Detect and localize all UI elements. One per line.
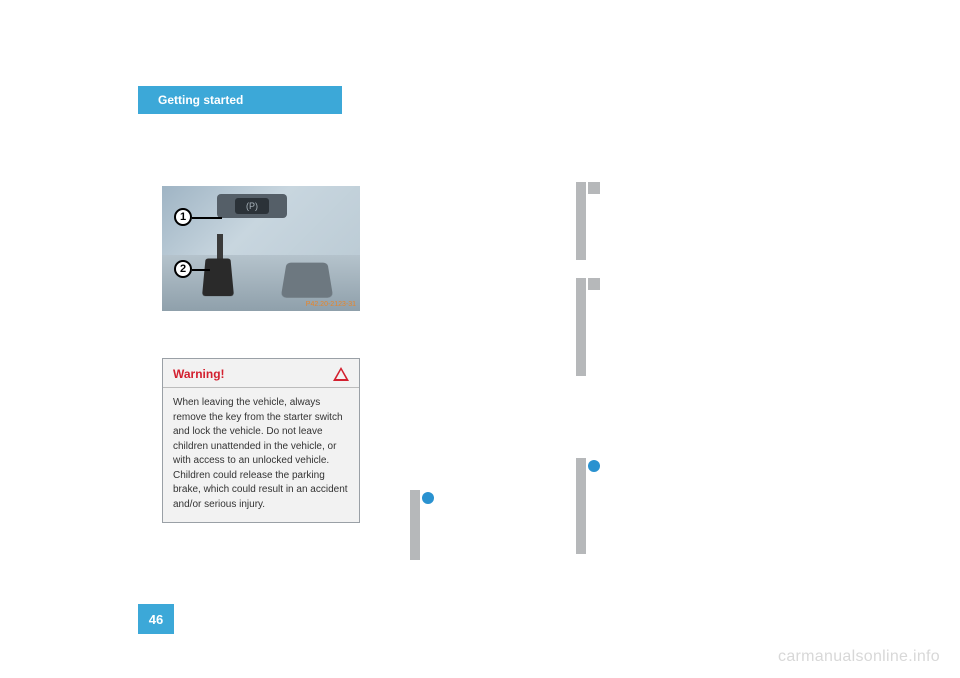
watermark: carmanualsonline.info bbox=[778, 648, 940, 666]
note-bar-col3-2 bbox=[576, 278, 586, 376]
note-box-icon bbox=[588, 182, 600, 194]
photo-stamp: P42.20-2123-31 bbox=[306, 301, 356, 308]
info-dot-icon bbox=[422, 492, 434, 504]
photo-brake-pedal bbox=[202, 258, 234, 296]
section-tab: Getting started bbox=[138, 86, 342, 114]
note-box-icon bbox=[588, 278, 600, 290]
info-dot-icon bbox=[588, 460, 600, 472]
warning-box: Warning! When leaving the vehicle, alway… bbox=[162, 358, 360, 523]
photo-accelerator-pedal bbox=[281, 263, 334, 298]
page-number: 46 bbox=[149, 612, 163, 627]
info-bar-col2 bbox=[410, 490, 420, 560]
page-number-box: 46 bbox=[138, 604, 174, 634]
parking-brake-photo: (P) 1 2 P42.20-2123-31 bbox=[162, 186, 360, 311]
warning-triangle-icon bbox=[333, 367, 349, 381]
photo-callout-2: 2 bbox=[174, 260, 192, 278]
photo-callout-line-2 bbox=[192, 269, 210, 271]
note-bar-col3-1 bbox=[576, 182, 586, 260]
photo-callout-1: 1 bbox=[174, 208, 192, 226]
manual-page: Getting started (P) 1 2 P42.20-2123-31 W… bbox=[0, 0, 960, 678]
warning-title: Warning! bbox=[173, 367, 225, 381]
photo-callout-line-1 bbox=[192, 217, 222, 219]
photo-panel-glyph: (P) bbox=[235, 198, 269, 214]
info-bar-col3 bbox=[576, 458, 586, 554]
warning-header: Warning! bbox=[163, 359, 359, 388]
warning-body: When leaving the vehicle, always remove … bbox=[163, 388, 359, 522]
section-tab-label: Getting started bbox=[158, 93, 243, 107]
